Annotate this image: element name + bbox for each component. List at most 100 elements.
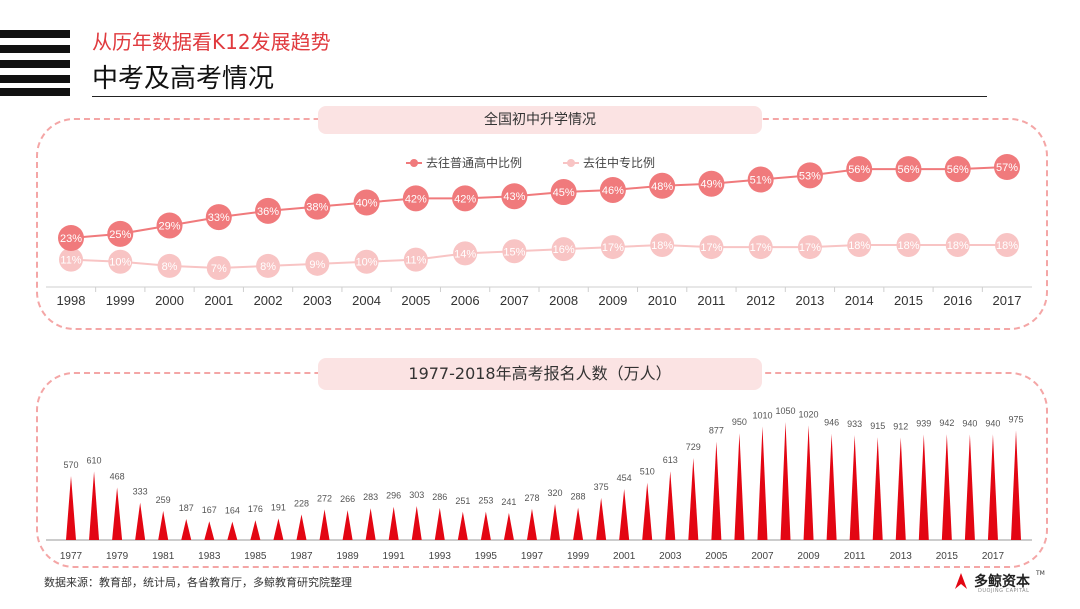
bar-spike <box>872 437 883 540</box>
bar-value-label: 272 <box>317 493 332 503</box>
bar-year-label: 2007 <box>751 551 774 562</box>
brand-logo: 多鲸资本 DUOJING CAPITAL TM <box>952 570 1048 594</box>
high-school-series-point <box>550 179 577 206</box>
vocational-series-value-label: 11% <box>405 255 426 267</box>
vocational-series-value-label: 18% <box>947 240 969 252</box>
vocational-series-point <box>797 235 822 260</box>
high-school-series-value-label: 38% <box>306 202 328 214</box>
vocational-series-value-label: 9% <box>309 259 325 271</box>
line-chart-year-label: 2006 <box>451 293 480 308</box>
bar-value-label: 940 <box>985 418 1000 428</box>
bar-year-label: 1979 <box>106 551 129 562</box>
bar-spike <box>296 514 307 540</box>
bar-spike <box>158 510 169 540</box>
vocational-series-point <box>551 237 576 262</box>
vocational-series-point <box>305 251 330 276</box>
bar-year-label: 2009 <box>797 551 820 562</box>
vocational-series-point <box>453 241 478 266</box>
bar-value-label: 933 <box>847 419 862 429</box>
bar-value-label: 939 <box>916 418 931 428</box>
bar-value-label: 191 <box>271 503 286 513</box>
vocational-series-value-label: 16% <box>553 244 575 256</box>
high-school-series-point <box>156 212 183 239</box>
page-subtitle: 从历年数据看K12发展趋势 <box>92 30 331 54</box>
bar-year-label: 1989 <box>336 551 359 562</box>
bar-value-label: 610 <box>87 455 102 465</box>
bar-spike <box>135 502 146 540</box>
high-school-series-value-label: 56% <box>947 164 969 176</box>
legend-label-0: 去往普通高中比例 <box>426 155 522 170</box>
bar-spike <box>181 518 192 540</box>
bar-value-label: 940 <box>962 418 977 428</box>
high-school-series-point <box>58 225 84 251</box>
bar-value-label: 228 <box>294 498 309 508</box>
high-school-series-value-label: 46% <box>602 185 624 197</box>
high-school-series-value-label: 49% <box>700 179 722 191</box>
vocational-series-value-label: 18% <box>996 240 1018 252</box>
bar-spike <box>365 508 376 540</box>
bar-value-label: 253 <box>478 496 493 506</box>
vocational-series-value-label: 15% <box>503 246 525 258</box>
bar-value-label: 729 <box>686 442 701 452</box>
bar-value-label: 266 <box>340 494 355 504</box>
vocational-series-value-label: 8% <box>162 261 178 273</box>
vocational-series-point <box>157 253 182 278</box>
bar-spike <box>250 520 261 540</box>
bar-year-label: 2001 <box>613 551 636 562</box>
bar-value-label: 877 <box>709 425 724 435</box>
legend-marker-0 <box>410 159 418 167</box>
bar-value-label: 259 <box>156 495 171 505</box>
line-chart-year-label: 2007 <box>500 293 529 308</box>
line-chart-year-label: 2008 <box>549 293 578 308</box>
bar-spike <box>803 425 814 540</box>
vocational-series-point <box>502 239 527 264</box>
bar-year-label: 1977 <box>60 551 83 562</box>
high-school-series-point <box>353 189 380 216</box>
bar-year-label: 2005 <box>705 551 728 562</box>
source-note: 数据来源：教育部，统计局，各省教育厅，多鲸教育研究院整理 <box>44 576 352 589</box>
bar-value-label: 303 <box>409 490 424 500</box>
bar-value-label: 164 <box>225 506 240 516</box>
bar-value-label: 288 <box>571 492 586 502</box>
high-school-series-point <box>796 162 823 189</box>
bar-spike <box>227 521 238 540</box>
bar-spike <box>503 512 514 540</box>
bar-year-label: 1991 <box>383 551 406 562</box>
vocational-series-value-label: 7% <box>211 263 227 275</box>
vocational-series-value-label: 10% <box>356 257 378 269</box>
bar-value-label: 333 <box>133 487 148 497</box>
vocational-series-value-label: 17% <box>799 242 821 254</box>
high-school-series-value-label: 29% <box>159 220 181 232</box>
high-school-series-point <box>846 156 873 183</box>
bar-value-label: 915 <box>870 421 885 431</box>
bar-spike <box>596 497 607 540</box>
bar-spike <box>526 508 537 540</box>
bar-value-label: 975 <box>1008 414 1023 424</box>
bar-value-label: 570 <box>63 460 78 470</box>
bar-spike <box>342 510 353 540</box>
high-school-series-point <box>944 156 971 183</box>
high-school-series-value-label: 51% <box>750 175 772 187</box>
bar-year-label: 2003 <box>659 551 682 562</box>
high-school-series-value-label: 48% <box>651 181 673 193</box>
bar-year-label: 1983 <box>198 551 221 562</box>
high-school-series-value-label: 56% <box>897 164 919 176</box>
brand-english-name: DUOJING CAPITAL <box>978 588 1030 594</box>
high-school-series-value-label: 45% <box>553 187 575 199</box>
legend-label-1: 去往中专比例 <box>583 155 655 170</box>
line-chart-year-label: 2015 <box>894 293 923 308</box>
high-school-series-value-label: 40% <box>356 198 378 210</box>
bar-value-label: 942 <box>939 418 954 428</box>
brand-name: 多鲸资本 <box>974 574 1030 590</box>
bar-spike <box>619 488 630 540</box>
vocational-series-point <box>108 249 133 274</box>
line-chart-year-label: 1999 <box>106 293 135 308</box>
bar-value-label: 167 <box>202 505 217 515</box>
line-chart-year-label: 2003 <box>303 293 332 308</box>
bar-spike <box>273 518 284 540</box>
vocational-series-value-label: 8% <box>260 261 276 273</box>
bar-spike <box>89 471 100 540</box>
bar-spike <box>480 511 491 540</box>
vocational-series-point <box>256 253 281 278</box>
